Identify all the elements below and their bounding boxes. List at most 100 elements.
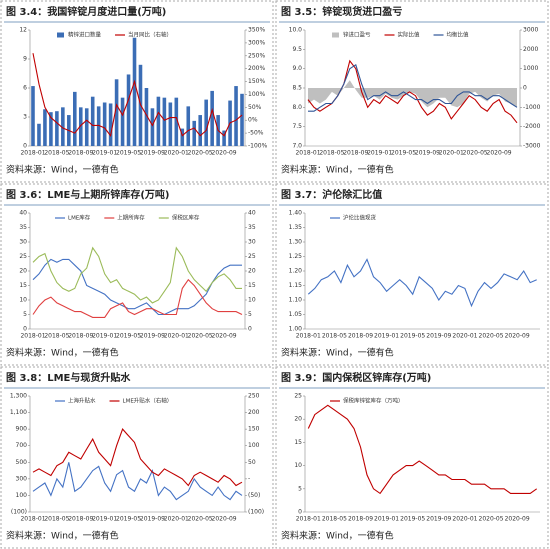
x-tick-label: 2020-05 (188, 150, 213, 157)
y-tick-label: 1.15 (289, 282, 303, 289)
y2-tick-label: 10 (248, 297, 256, 304)
bar (156, 96, 161, 146)
panel-title: 图 3.6：LME与上期所锌库存(万吨) (6, 188, 170, 201)
bar (186, 106, 191, 146)
legend-label: 保税库锌锭库存（万吨） (343, 397, 404, 405)
y2-tick-label: -1000 (523, 104, 541, 111)
y-tick-label: 7.5 (292, 123, 302, 130)
legend-swatch (332, 32, 339, 38)
bar (150, 108, 155, 146)
source-note: 资料来源：Wind，一德有色 (281, 347, 394, 359)
panel-border (0, 0, 274, 183)
x-tick-label: 2019-01 (374, 333, 399, 340)
x-tick-label: 2018-09 (68, 516, 93, 523)
legend-label: 上海升贴水 (68, 397, 96, 405)
y2-tick-label: 20 (248, 268, 256, 275)
series-line (32, 428, 243, 487)
y-tick-label: 1.30 (289, 239, 303, 246)
y-tick-label: 3 (23, 114, 27, 121)
y2-tick-label: 300% (248, 39, 265, 46)
bar (108, 103, 113, 146)
panel-title: 图 3.9：国内保税区锌库存(万吨) (281, 371, 431, 384)
x-tick-label: 2020-01 (439, 150, 464, 157)
x-tick-label: 2018-09 (348, 333, 373, 340)
series-line (32, 246, 242, 304)
y-tick-label: 0 (23, 143, 27, 150)
y-tick-label: 20 (294, 416, 302, 423)
y2-tick-label: 350% (248, 27, 265, 34)
y-tick-label: 9.0 (292, 65, 302, 72)
x-tick-label: 2020-01 (452, 333, 477, 340)
series-line (308, 63, 518, 112)
bar (90, 96, 95, 146)
x-tick-label: 2018-05 (44, 516, 69, 523)
bar (162, 97, 167, 146)
y-tick-label: 1.35 (289, 224, 303, 231)
y2-tick-label: - (248, 475, 250, 482)
source-note: 资料来源：Wind，一德有色 (6, 530, 119, 542)
y-tick-label: 300 (16, 475, 28, 482)
y2-tick-label: 0 (248, 326, 252, 333)
bar (49, 112, 53, 146)
y-tick-label: 1.10 (289, 297, 303, 304)
y2-tick-label: 250% (248, 52, 265, 59)
x-tick-label: 2018-01 (295, 150, 320, 157)
y2-tick-label: 200% (248, 65, 265, 72)
x-tick-label: 2019-01 (374, 516, 399, 523)
x-tick-label: 2020-09 (505, 516, 530, 523)
y-tick-label: 35 (19, 224, 27, 231)
x-tick-label: 2020-09 (212, 333, 237, 340)
y-tick-label: 25 (294, 393, 302, 400)
y2-tick-label: 0 (523, 85, 527, 92)
legend-label: 保税区库存 (172, 214, 200, 222)
panel-border (0, 183, 274, 366)
bar (204, 99, 208, 146)
y2-tick-label: 3000 (523, 27, 538, 34)
y-tick-label: 7.0 (292, 143, 302, 150)
legend-label: LME升贴水（右轴） (123, 397, 173, 405)
series-line (32, 462, 243, 501)
panel-title: 图 3.8：LME与现货升贴水 (6, 371, 131, 384)
x-tick-label: 2019-05 (116, 333, 141, 340)
y2-tick-label: 0% (248, 117, 258, 124)
y-tick-label: 1,100 (10, 409, 27, 416)
y-tick-label: 15 (19, 282, 27, 289)
legend-label: 沪伦比值现货 (343, 214, 377, 222)
y2-tick-label: 2000 (523, 46, 538, 53)
series-line (32, 53, 243, 138)
bar (31, 86, 35, 146)
y2-tick-label: (100) (248, 509, 264, 516)
bar (102, 102, 107, 146)
series-line (32, 278, 243, 318)
y2-tick-label: 100 (248, 442, 260, 449)
x-tick-label: 2018-09 (68, 150, 93, 157)
bar (168, 102, 173, 146)
y-tick-label: 20 (19, 268, 27, 275)
y-tick-label: 1.40 (289, 210, 303, 217)
bar (222, 130, 226, 146)
source-note: 资料来源：Wind，一德有色 (6, 164, 119, 176)
bar (144, 88, 149, 146)
bar (61, 107, 65, 146)
bar (84, 108, 89, 146)
x-tick-label: 2020-09 (212, 516, 237, 523)
bar (174, 97, 179, 146)
x-tick-label: 2019-09 (140, 516, 165, 523)
bar (180, 128, 185, 146)
x-tick-label: 2019-09 (140, 333, 165, 340)
panel-title: 图 3.7：沪伦除汇比值 (281, 188, 382, 201)
x-tick-label: 2020-05 (188, 333, 213, 340)
x-tick-label: 2019-01 (92, 333, 117, 340)
y2-tick-label: -3000 (523, 143, 541, 150)
x-tick-label: 2020-09 (212, 150, 237, 157)
x-tick-label: 2020-01 (164, 333, 189, 340)
legend-label: LME库存 (68, 214, 91, 222)
x-tick-label: 2019-01 (367, 150, 392, 157)
source-note: 资料来源：Wind，一德有色 (281, 530, 394, 542)
x-tick-label: 2019-05 (400, 516, 425, 523)
x-tick-label: 2020-01 (452, 516, 477, 523)
y-tick-label: 0 (298, 509, 302, 516)
bar (73, 91, 77, 146)
y2-tick-label: 250 (248, 393, 260, 400)
